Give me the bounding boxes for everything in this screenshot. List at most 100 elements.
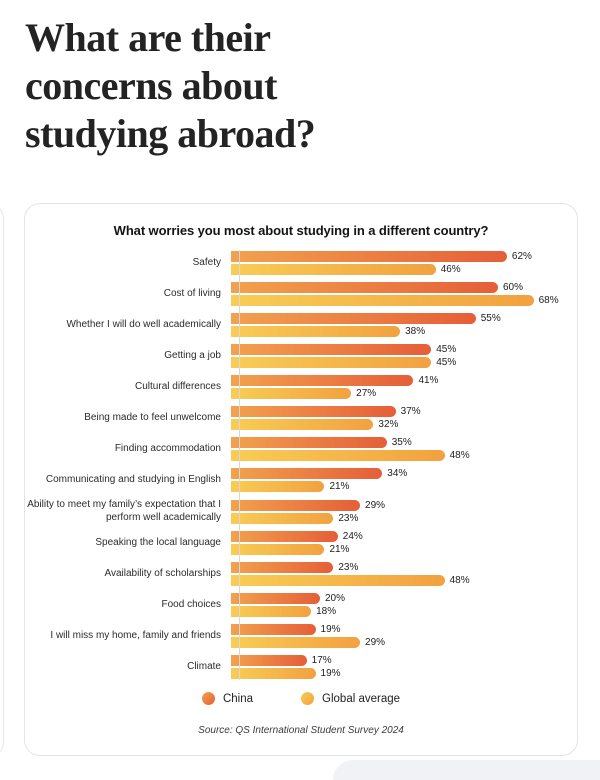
next-section-background [333,760,600,780]
bar-global-average [231,419,374,430]
bar-group: 34% 21% [230,468,577,492]
bar-global-average [231,450,445,461]
bar-group: 62% 46% [230,251,577,275]
bar-china [231,251,507,262]
page-title-line-1: What are their [25,15,271,60]
bar-china [231,468,383,479]
bar-global-average [231,637,361,648]
value-label: 48% [449,450,470,461]
category-label: Speaking the local language [95,536,221,548]
bar-row: Availability of scholarships 23% 48% [25,562,577,586]
value-label: 34% [387,468,408,479]
bar-group: 29% 23% [230,499,577,524]
bar-line-global-average: 29% [231,637,577,648]
value-label: 37% [400,406,421,417]
bar-line-global-average: 19% [231,668,577,679]
legend-item-china: China [201,692,253,705]
bar-group: 17% 19% [230,655,577,679]
legend-item-global-average: Global average [301,692,400,705]
value-label: 45% [436,344,457,355]
bar-china [231,531,338,542]
bar-global-average [231,326,401,337]
value-label: 68% [538,295,559,306]
value-label: 20% [325,593,346,604]
bar-line-global-average: 48% [231,450,577,461]
value-label: 35% [391,437,412,448]
bar-line-china: 41% [231,375,577,386]
bar-china [231,437,387,448]
bar-china [231,593,320,604]
bar-line-global-average: 38% [231,326,577,337]
bar-group: 20% 18% [230,593,577,617]
bar-row: Food choices 20% 18% [25,593,577,617]
bar-row: Finding accommodation 35% 48% [25,437,577,461]
bar-group: 60% 68% [230,282,577,306]
bar-group: 24% 21% [230,531,577,555]
value-label: 62% [511,251,532,262]
category-label: Food choices [161,598,221,610]
value-label: 29% [365,637,386,648]
value-label: 32% [378,419,399,430]
bar-line-china: 20% [231,593,577,604]
value-label: 21% [329,481,350,492]
bar-line-china: 60% [231,282,577,293]
bar-line-global-average: 45% [231,357,577,368]
bar-row: Safety 62% 46% [25,251,577,275]
bar-group: 55% 38% [230,313,577,337]
bar-row: Being made to feel unwelcome 37% 32% [25,406,577,430]
bar-row: Ability to meet my family’s expectation … [25,499,577,524]
bar-global-average [231,481,325,492]
bar-row: Cost of living 60% 68% [25,282,577,306]
bar-row: Communicating and studying in English 34%… [25,468,577,492]
bar-group: 41% 27% [230,375,577,399]
bar-row: I will miss my home, family and friends 1… [25,624,577,648]
bar-china [231,282,498,293]
bar-china [231,562,334,573]
bar-line-global-average: 18% [231,606,577,617]
page-title-line-2: concerns about [25,63,277,108]
bar-group: 23% 48% [230,562,577,586]
value-label: 55% [480,313,501,324]
bar-line-china: 34% [231,468,577,479]
bar-group: 19% 29% [230,624,577,648]
bar-line-china: 35% [231,437,577,448]
bar-line-china: 19% [231,624,577,635]
bar-rows: Safety 62% 46% Cost of living 60% 68% Whether … [25,250,577,680]
value-label: 19% [320,668,341,679]
bar-line-china: 23% [231,562,577,573]
chart-legend: China Global average [25,692,577,705]
bar-china [231,406,396,417]
value-label: 18% [316,606,337,617]
bar-global-average [231,264,436,275]
bar-china [231,499,361,511]
bar-line-global-average: 27% [231,388,577,399]
value-label: 24% [342,531,363,542]
bar-global-average [231,388,352,399]
bar-global-average [231,606,312,617]
category-label: Availability of scholarships [104,567,221,579]
category-label: Safety [192,256,221,268]
value-label: 48% [449,575,470,586]
bar-china [231,655,307,666]
bar-row: Cultural differences 41% 27% [25,375,577,399]
bar-line-global-average: 21% [231,481,577,492]
bar-line-china: 37% [231,406,577,417]
category-label: Finding accommodation [114,442,221,454]
bar-line-global-average: 21% [231,544,577,555]
bar-china [231,313,476,324]
bar-line-china: 62% [231,251,577,262]
category-label: Ability to meet my family’s expectation … [27,499,221,523]
value-label: 27% [356,388,377,399]
category-label: I will miss my home, family and friends [50,629,221,641]
value-label: 23% [338,512,359,524]
bar-row: Speaking the local language 24% 21% [25,531,577,555]
value-label: 38% [405,326,426,337]
value-label: 45% [436,357,457,368]
value-label: 60% [503,282,524,293]
bar-row: Climate 17% 19% [25,655,577,679]
bar-line-global-average: 32% [231,419,577,430]
bar-group: 35% 48% [230,437,577,461]
bar-line-china: 45% [231,344,577,355]
bar-group: 37% 32% [230,406,577,430]
bar-line-china: 55% [231,313,577,324]
